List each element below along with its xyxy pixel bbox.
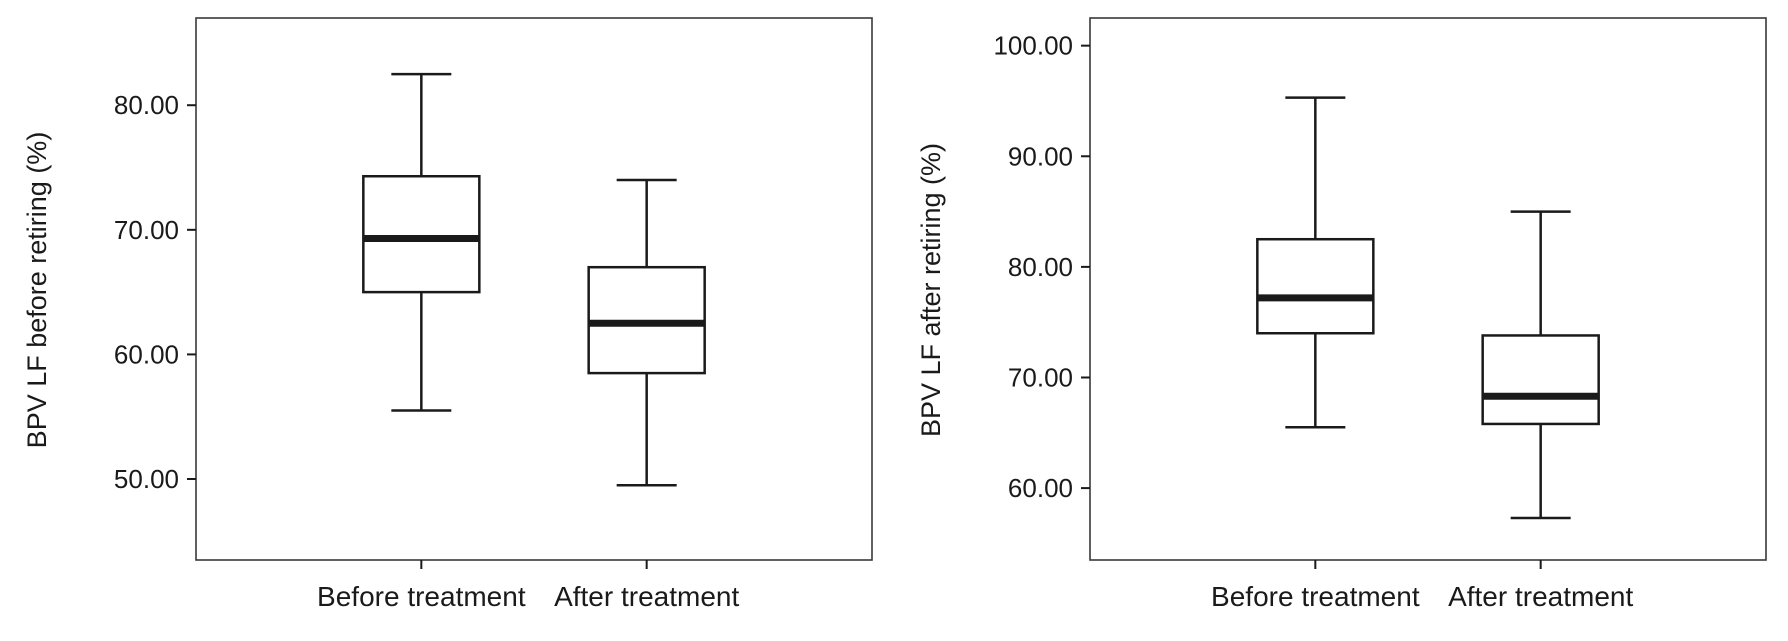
plot-border <box>1089 17 1767 561</box>
y-axis-title: BPV LF after retiring (%) <box>916 143 946 437</box>
y-tick-label: 90.00 <box>1008 141 1073 171</box>
y-axis-title: BPV LF before retiring (%) <box>22 132 52 449</box>
plot-canvas-after-retiring: BPV LF after retiring (%) 60.00 70.00 80.0… <box>916 17 1767 612</box>
y-tick-label: 70.00 <box>1008 362 1073 392</box>
x-category-label: Before treatment <box>1211 581 1420 612</box>
iqr-box <box>1256 237 1375 335</box>
x-category-label: Before treatment <box>317 581 526 612</box>
y-tick-label: 100.00 <box>993 31 1073 61</box>
y-tick-label: 50.00 <box>114 464 179 494</box>
y-tick-label: 60.00 <box>1008 473 1073 503</box>
x-category-label: After treatment <box>1448 581 1633 612</box>
plot-border <box>195 17 873 561</box>
chart-bpv-lf-after-retiring: BPV LF after retiring (%) 60.00 70.00 80.0… <box>894 0 1788 641</box>
y-tick-label: 60.00 <box>114 339 179 369</box>
iqr-box <box>362 174 481 294</box>
y-tick-label: 80.00 <box>114 90 179 120</box>
x-category-label: After treatment <box>554 581 739 612</box>
y-tick-label: 70.00 <box>114 215 179 245</box>
y-tick-label: 80.00 <box>1008 252 1073 282</box>
plot-canvas-before-retiring: BPV LF before retiring (%) 50.00 60.00 70.… <box>22 17 873 612</box>
chart-bpv-lf-before-retiring: BPV LF before retiring (%) 50.00 60.00 70.… <box>22 17 873 612</box>
iqr-box <box>1481 334 1600 426</box>
